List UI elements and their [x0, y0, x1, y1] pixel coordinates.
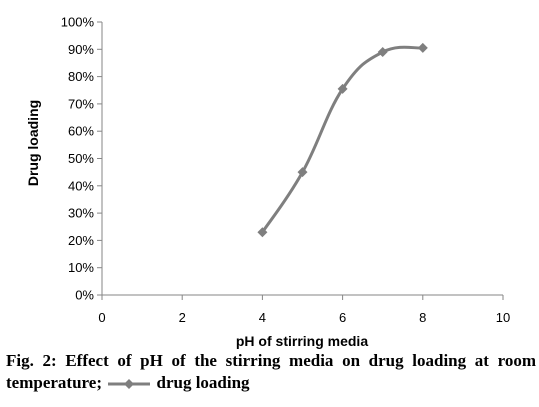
x-tick-label: 2	[179, 310, 186, 325]
x-tick-label: 6	[339, 310, 346, 325]
y-tick-label: 90%	[68, 42, 94, 57]
legend-label: drug loading	[156, 373, 250, 392]
y-tick-label: 60%	[68, 124, 94, 139]
x-tick-label: 10	[496, 310, 510, 325]
y-tick-label: 80%	[68, 69, 94, 84]
y-axis-title: Drug loading	[25, 100, 41, 186]
y-tick-label: 100%	[61, 15, 95, 30]
data-point	[297, 167, 308, 178]
y-tick-label: 40%	[68, 178, 94, 193]
x-axis-title: pH of stirring media	[236, 333, 368, 349]
y-tick-label: 70%	[68, 96, 94, 111]
series-line	[261, 45, 423, 234]
x-tick-label: 0	[98, 310, 105, 325]
y-tick-label: 30%	[68, 206, 94, 221]
data-point	[257, 227, 268, 238]
x-axis: 0 2 4 6 8 10	[98, 294, 510, 325]
data-point	[377, 47, 388, 58]
data-point	[337, 83, 348, 94]
figure-caption: Fig. 2: Effect of pH of the stirring med…	[6, 350, 536, 394]
y-axis: 0% 10% 20% 30% 40% 50% 60% 70% 80% 90% 100%	[61, 15, 103, 303]
y-tick-label: 0%	[75, 288, 94, 303]
caption-text: Fig. 2: Effect of pH of the stirring med…	[6, 351, 536, 392]
series-drug-loading	[257, 42, 428, 238]
y-tick-label: 20%	[68, 233, 94, 248]
data-point	[417, 42, 428, 53]
y-tick-label: 50%	[68, 151, 94, 166]
x-tick-label: 4	[259, 310, 266, 325]
legend-line-diamond-icon	[108, 379, 151, 390]
chart: 0% 10% 20% 30% 40% 50% 60% 70% 80% 90% 100% 0 2 4 6 8 1…	[25, 15, 510, 350]
x-tick-label: 8	[419, 310, 426, 325]
y-tick-label: 10%	[68, 260, 94, 275]
